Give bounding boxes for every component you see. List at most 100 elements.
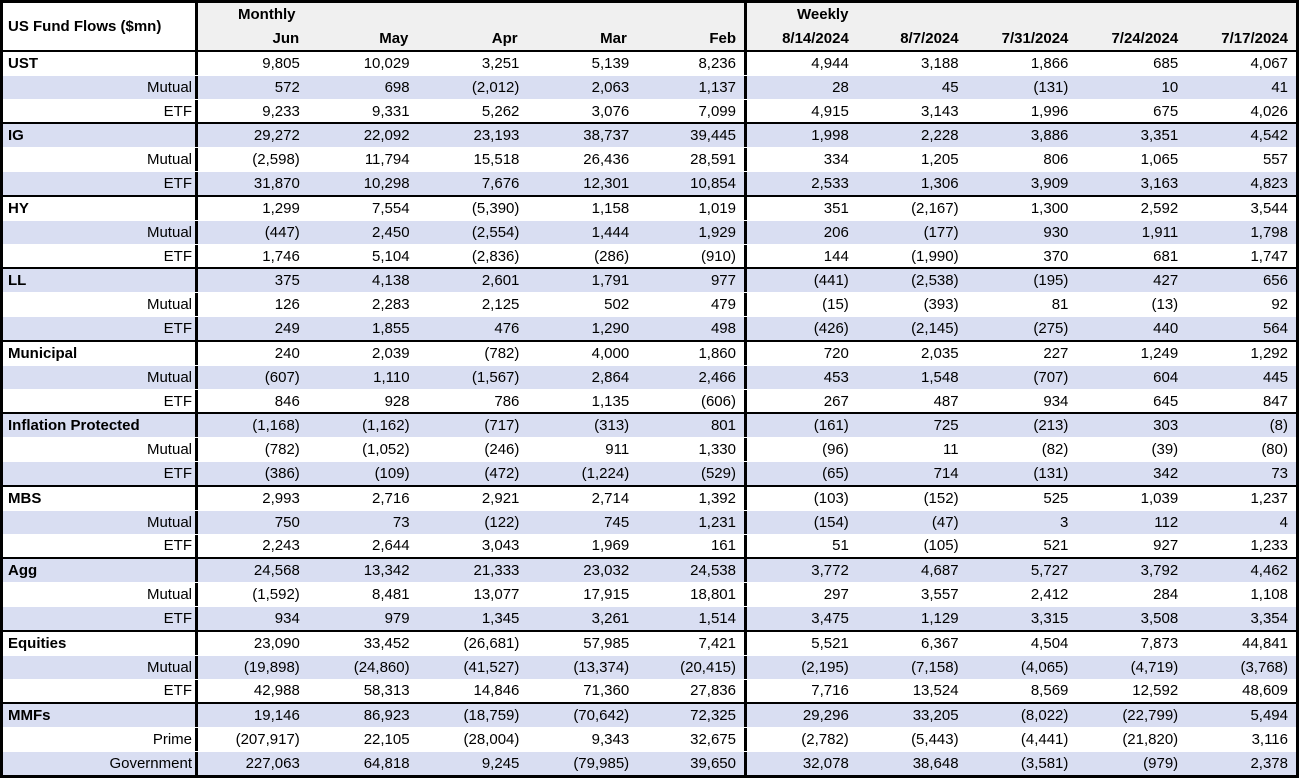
row-label: Agg <box>3 559 198 583</box>
data-cell: 29,296 <box>802 707 849 725</box>
data-cell: 1,998 <box>811 127 849 145</box>
data-cell: (910) <box>637 244 747 268</box>
data-cell: (65) <box>822 464 849 482</box>
data-cell: (2,167) <box>911 199 959 217</box>
data-cell: (39) <box>1151 441 1179 459</box>
data-cell: 342 <box>1153 464 1179 482</box>
data-cell: (28,004) <box>463 731 520 749</box>
data-cell: 502 <box>604 296 630 314</box>
data-cell: (979) <box>1143 754 1179 772</box>
data-cell: (4,719) <box>1130 658 1179 676</box>
data-cell: 7,873 <box>1140 634 1179 652</box>
data-cell: 24,538 <box>637 559 747 583</box>
data-cell: 453 <box>823 368 849 386</box>
data-cell: 227 <box>1043 344 1069 362</box>
data-cell: (19,898) <box>243 658 300 676</box>
data-cell: (3,768) <box>1240 658 1288 676</box>
row-label: ETF <box>3 607 198 630</box>
data-cell: 1,299 <box>262 199 300 217</box>
row-label: Municipal <box>3 341 198 365</box>
data-cell: (1,592) <box>252 586 300 604</box>
data-cell: (782) <box>264 441 300 459</box>
data-cell: 23,193 <box>473 127 520 145</box>
data-cell: (1,162) <box>362 417 410 435</box>
data-cell: 72,325 <box>637 704 747 728</box>
data-cell: 26,436 <box>583 151 630 169</box>
data-cell: 33,205 <box>912 707 959 725</box>
data-cell: (154) <box>813 513 849 531</box>
table-row: Mutual 126 2,283 2,125 502 479 (15) (393) 81 (13… <box>3 292 1296 317</box>
data-cell: 14,846 <box>473 682 520 700</box>
data-cell: 1,205 <box>921 151 959 169</box>
data-cell: (2,195) <box>801 658 849 676</box>
data-cell: 3,351 <box>1140 127 1179 145</box>
data-cell: 57,985 <box>583 634 630 652</box>
data-cell: (177) <box>923 223 959 241</box>
data-cell: (1,990) <box>911 247 959 265</box>
data-cell: 23,090 <box>253 634 300 652</box>
row-label: MMFs <box>3 704 198 728</box>
data-cell: 3 <box>1060 513 1069 531</box>
data-cell: (246) <box>484 441 520 459</box>
data-cell: 92 <box>1271 296 1288 314</box>
data-cell: 4,138 <box>372 272 410 290</box>
row-label: Mutual <box>3 438 198 462</box>
data-cell: 1,292 <box>1250 344 1288 362</box>
data-cell: (2,782) <box>801 731 849 749</box>
column-header-jun: Jun <box>272 29 300 47</box>
data-cell: 934 <box>1043 392 1069 410</box>
table-row: ETF 1,746 5,104 (2,836) (286) (910) 144 (1,990… <box>3 243 1296 268</box>
table-row: Inflation Protected (1,168) (1,162) (717) (… <box>3 412 1296 438</box>
row-label: ETF <box>3 389 198 413</box>
data-cell: 1,019 <box>637 196 747 220</box>
data-cell: 303 <box>1153 417 1179 435</box>
data-cell: (2,538) <box>911 272 959 290</box>
data-cell: 786 <box>494 392 520 410</box>
data-cell: (161) <box>813 417 849 435</box>
table-header: US Fund Flows ($mn) Monthly Weekly Jun M… <box>3 3 1296 52</box>
data-cell: 7,421 <box>637 631 747 655</box>
data-cell: 144 <box>823 247 849 265</box>
data-cell: 9,331 <box>372 102 410 120</box>
data-cell: (41,527) <box>463 658 520 676</box>
data-cell: 3,043 <box>481 537 520 555</box>
data-cell: 557 <box>1262 151 1288 169</box>
data-cell: (8,022) <box>1020 707 1069 725</box>
data-cell: 15,518 <box>473 151 520 169</box>
data-cell: 12,301 <box>583 175 630 193</box>
table-row: ETF (386) (109) (472) (1,224) (529) (65) 714 (1… <box>3 461 1296 485</box>
row-label: ETF <box>3 462 198 485</box>
data-cell: (3,581) <box>1020 754 1069 772</box>
data-cell: 297 <box>823 586 849 604</box>
data-cell: 126 <box>274 296 300 314</box>
data-cell: 73 <box>1271 464 1288 482</box>
data-cell: (472) <box>484 464 520 482</box>
data-cell: 1,158 <box>591 199 630 217</box>
data-cell: 86,923 <box>363 707 410 725</box>
data-cell: (1,567) <box>471 368 520 386</box>
data-cell: 13,342 <box>363 562 410 580</box>
table-row: ETF 42,988 58,313 14,846 71,360 27,836 7,716 1… <box>3 678 1296 703</box>
data-cell: 572 <box>274 78 300 96</box>
column-header-may: May <box>379 29 409 47</box>
data-cell: 2,243 <box>262 537 300 555</box>
column-header-week-5: 7/17/2024 <box>1221 29 1288 47</box>
data-cell: 10 <box>1161 78 1179 96</box>
row-label: Mutual <box>3 583 198 607</box>
data-cell: 1,929 <box>637 220 747 244</box>
data-cell: 725 <box>933 417 959 435</box>
data-cell: (1,224) <box>581 464 630 482</box>
data-cell: 17,915 <box>583 586 630 604</box>
data-cell: (386) <box>264 464 300 482</box>
data-cell: 11,794 <box>364 151 410 169</box>
data-cell: 19,146 <box>253 707 300 725</box>
data-cell: 4,026 <box>1250 102 1288 120</box>
data-cell: 3,315 <box>1030 609 1069 627</box>
data-cell: 267 <box>823 392 849 410</box>
table-row: Equities 23,090 33,452 (26,681) 57,985 7,421… <box>3 629 1296 655</box>
data-cell: 3,508 <box>1140 609 1179 627</box>
data-cell: 42,988 <box>253 682 300 700</box>
table-row: Mutual 572 698 (2,012) 2,063 1,137 28 45 (131) 1… <box>3 74 1296 99</box>
row-label: ETF <box>3 679 198 703</box>
data-cell: 1,514 <box>637 607 747 630</box>
